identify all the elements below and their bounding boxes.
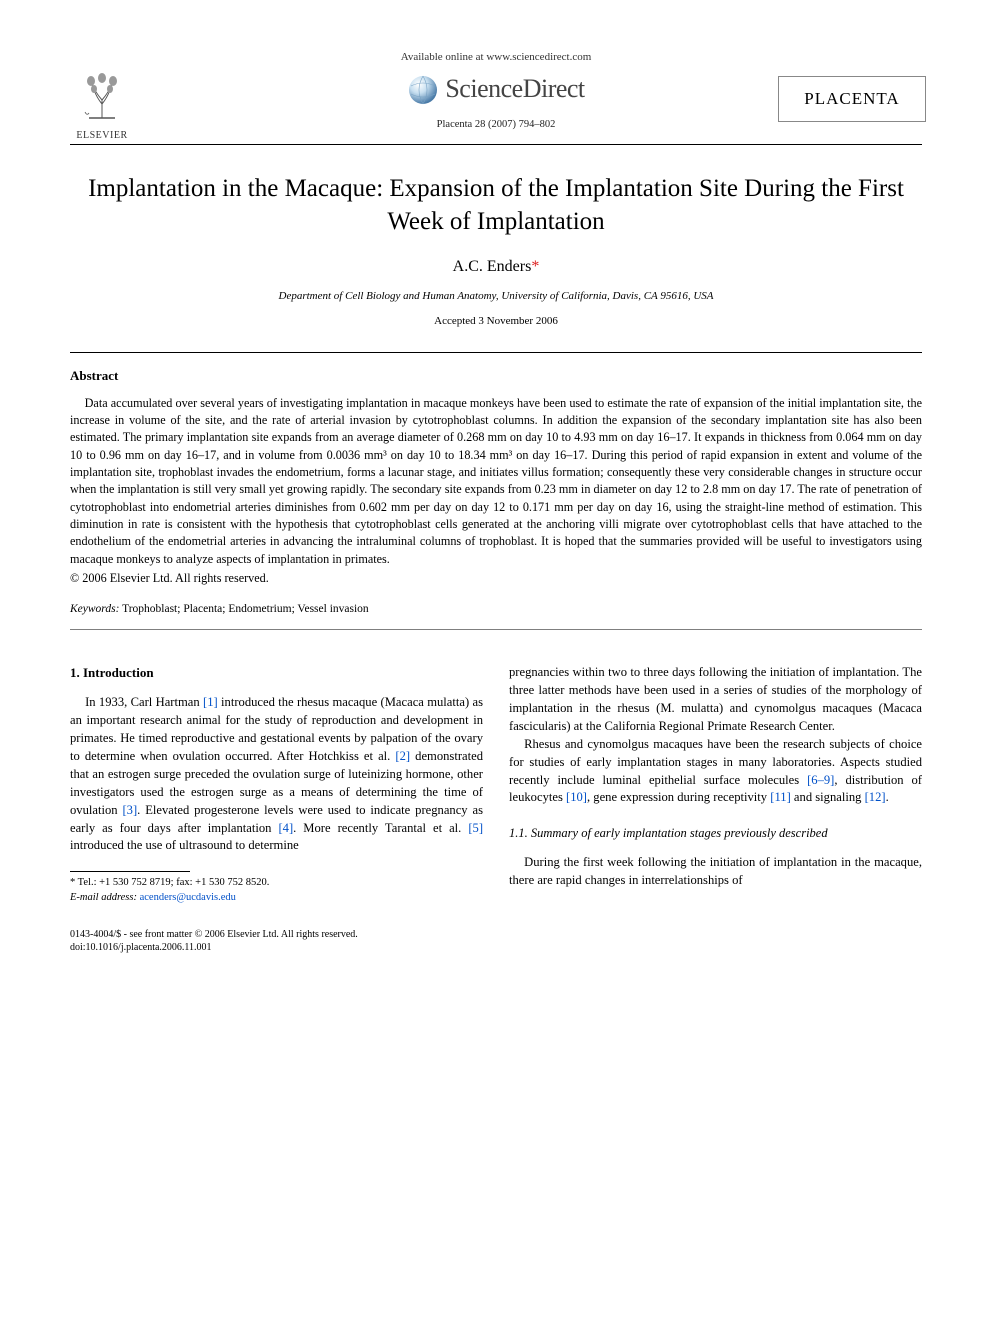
ref-12[interactable]: [12] (865, 790, 886, 804)
available-online-text: Available online at www.sciencedirect.co… (70, 50, 922, 65)
author-line: A.C. Enders* (70, 256, 922, 278)
footnote-tel: * Tel.: +1 530 752 8719; fax: +1 530 752… (70, 876, 483, 891)
sciencedirect-text: ScienceDirect (445, 71, 584, 107)
footnote-block: * Tel.: +1 530 752 8719; fax: +1 530 752… (70, 876, 483, 905)
intro-para-3: Rhesus and cynomolgus macaques have been… (509, 736, 922, 808)
subsection-para: During the first week following the init… (509, 854, 922, 890)
column-left: 1. Introduction In 1933, Carl Hartman [1… (70, 664, 483, 905)
keywords-label: Keywords: (70, 603, 119, 615)
abstract-body: Data accumulated over several years of i… (70, 395, 922, 568)
elsevier-tree-icon (75, 68, 129, 122)
column-right: pregnancies within two to three days fol… (509, 664, 922, 905)
footer-front-matter: 0143-4004/$ - see front matter © 2006 El… (70, 928, 922, 942)
ref-11[interactable]: [11] (770, 790, 791, 804)
ref-5[interactable]: [5] (468, 821, 483, 835)
footnote-email-line: E-mail address: acenders@ucdavis.edu (70, 891, 483, 906)
footnote-separator (70, 871, 190, 872)
affiliation: Department of Cell Biology and Human Ana… (70, 289, 922, 304)
ref-6-9[interactable]: [6–9] (807, 773, 834, 787)
abstract-heading: Abstract (70, 367, 922, 385)
accepted-date: Accepted 3 November 2006 (70, 314, 922, 329)
intro-para-2: pregnancies within two to three days fol… (509, 664, 922, 736)
rule-after-keywords (70, 629, 922, 630)
keywords-line: Keywords: Trophoblast; Placenta; Endomet… (70, 601, 922, 617)
journal-box: PLACENTA (778, 76, 926, 122)
ref-3[interactable]: [3] (122, 803, 137, 817)
t: introduced the use of ultrasound to dete… (70, 838, 299, 852)
t: . (886, 790, 889, 804)
t: . More recently Tarantal et al. (293, 821, 468, 835)
subsection-1-1-heading: 1.1. Summary of early implantation stage… (509, 825, 922, 842)
body-columns: 1. Introduction In 1933, Carl Hartman [1… (70, 664, 922, 905)
footnote-email-label: E-mail address: (70, 892, 137, 903)
page-container: ELSEVIER Available online at www.science… (0, 0, 992, 985)
section-1-heading: 1. Introduction (70, 664, 483, 682)
article-title: Implantation in the Macaque: Expansion o… (70, 173, 922, 238)
t: In 1933, Carl Hartman (85, 695, 203, 709)
ref-4[interactable]: [4] (278, 821, 293, 835)
rule-before-abstract (70, 352, 922, 353)
footnote-email[interactable]: acenders@ucdavis.edu (140, 892, 236, 903)
footer: 0143-4004/$ - see front matter © 2006 El… (70, 928, 922, 955)
author-corresponding-marker: * (531, 258, 539, 275)
ref-10[interactable]: [10] (566, 790, 587, 804)
author-name: A.C. Enders (453, 258, 532, 275)
footer-doi: doi:10.1016/j.placenta.2006.11.001 (70, 941, 922, 955)
elsevier-logo: ELSEVIER (70, 68, 134, 143)
abstract-copyright: © 2006 Elsevier Ltd. All rights reserved… (70, 570, 922, 587)
elsevier-label: ELSEVIER (70, 129, 134, 143)
ref-2[interactable]: [2] (395, 749, 410, 763)
page-header: ELSEVIER Available online at www.science… (70, 50, 922, 132)
t: and signaling (791, 790, 865, 804)
ref-1[interactable]: [1] (203, 695, 218, 709)
rule-top (70, 144, 922, 145)
t: , gene expression during receptivity (587, 790, 770, 804)
sciencedirect-icon (407, 74, 439, 106)
keywords-text: Trophoblast; Placenta; Endometrium; Vess… (119, 603, 368, 615)
intro-para-1: In 1933, Carl Hartman [1] introduced the… (70, 694, 483, 855)
